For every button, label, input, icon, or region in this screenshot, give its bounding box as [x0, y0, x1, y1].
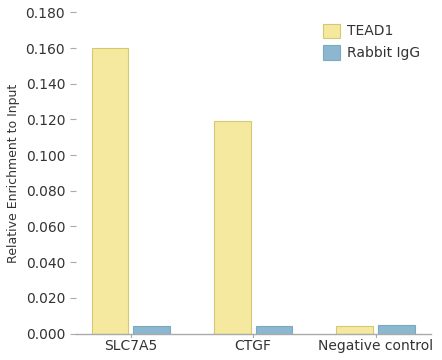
- Bar: [336, 327, 373, 333]
- Y-axis label: Relative Enrichment to Input: Relative Enrichment to Input: [7, 84, 20, 262]
- Bar: [255, 327, 292, 333]
- Bar: [91, 48, 128, 333]
- Bar: [378, 325, 415, 333]
- Bar: [133, 327, 170, 333]
- Bar: [214, 121, 251, 333]
- Legend: TEAD1, Rabbit IgG: TEAD1, Rabbit IgG: [319, 19, 424, 64]
